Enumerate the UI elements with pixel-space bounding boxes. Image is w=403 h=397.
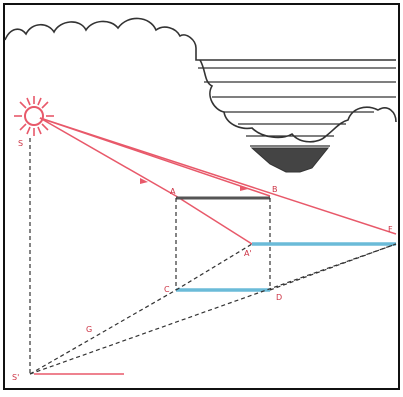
construction-c-to-a1 (175, 243, 253, 291)
label-a1: A' (244, 249, 252, 258)
label-g: G (86, 325, 92, 334)
sun-rays (14, 96, 54, 136)
ray-arrow (240, 186, 248, 191)
construction-d-to-far (269, 243, 397, 291)
light-ray-to-b (39, 117, 271, 197)
light-ray-to-a (39, 117, 177, 197)
ray-arrow (140, 178, 148, 184)
label-base: S' (12, 373, 19, 382)
label-far: F (388, 225, 393, 234)
label-sun: S (18, 139, 23, 148)
sun-disc (24, 106, 44, 126)
label-c: C (164, 285, 170, 294)
label-a: A (170, 187, 176, 196)
construction-base-to-far (29, 243, 397, 375)
sun-icon (14, 96, 54, 136)
cloud-outline-right (199, 59, 397, 143)
label-d: D (276, 293, 282, 302)
cloud-outline-top (4, 17, 396, 61)
light-ray-a-extension (175, 195, 253, 245)
construction-base-to-c (29, 289, 177, 375)
label-b: B (272, 185, 278, 194)
band-dark-wedge (250, 147, 330, 173)
